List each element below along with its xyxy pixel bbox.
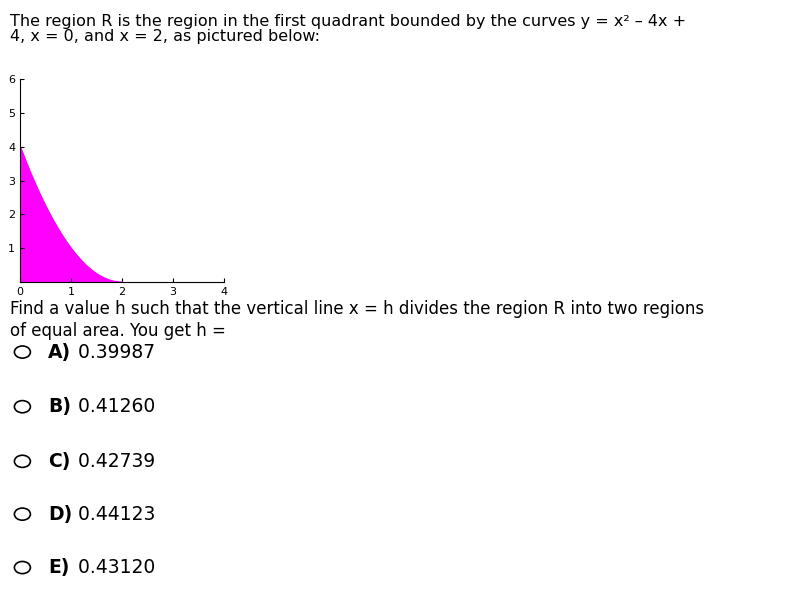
Text: 0.39987: 0.39987 bbox=[72, 342, 155, 362]
Text: A): A) bbox=[48, 342, 71, 362]
Text: B): B) bbox=[48, 397, 71, 416]
Text: E): E) bbox=[48, 558, 70, 577]
Text: 0.44123: 0.44123 bbox=[72, 504, 155, 524]
Text: The region R is the region in the first quadrant bounded by the curves y = x² – : The region R is the region in the first … bbox=[10, 14, 686, 29]
Text: 0.43120: 0.43120 bbox=[72, 558, 155, 577]
Text: 0.42739: 0.42739 bbox=[72, 452, 155, 471]
Text: C): C) bbox=[48, 452, 70, 471]
Text: 0.41260: 0.41260 bbox=[72, 397, 155, 416]
Text: D): D) bbox=[48, 504, 72, 524]
Text: 4, x = 0, and x = 2, as pictured below:: 4, x = 0, and x = 2, as pictured below: bbox=[10, 29, 320, 44]
Text: Find a value h such that the vertical line x = h divides the region R into two r: Find a value h such that the vertical li… bbox=[10, 300, 705, 319]
Text: of equal area. You get h =: of equal area. You get h = bbox=[10, 322, 226, 340]
